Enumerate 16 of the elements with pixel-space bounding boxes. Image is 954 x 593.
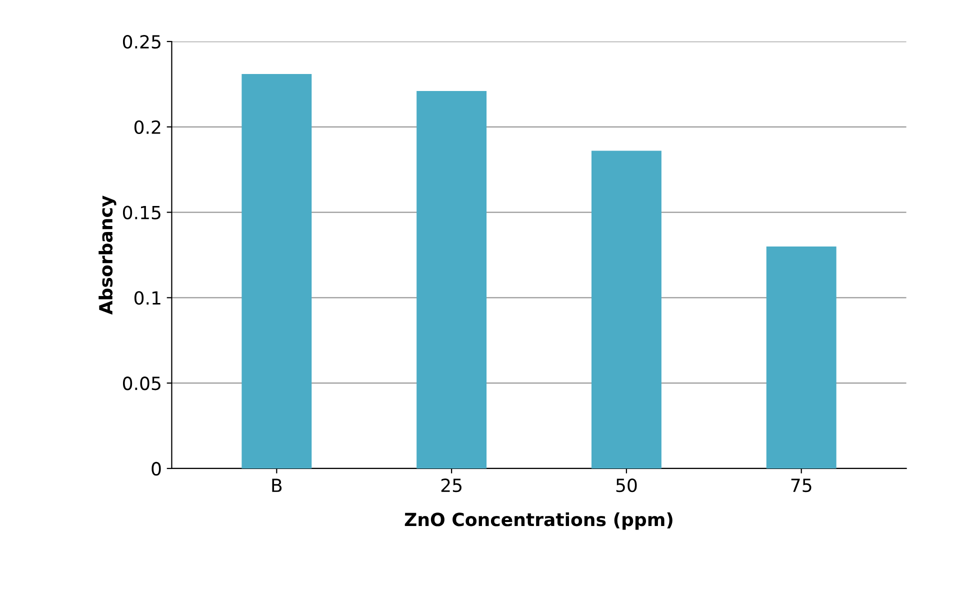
bar <box>416 91 487 468</box>
bar <box>591 150 662 468</box>
bar <box>766 246 836 468</box>
x-tick-label: 25 <box>441 478 462 492</box>
bar <box>242 74 312 468</box>
y-tick-label: 0.2 <box>134 120 160 134</box>
x-tick-label: 50 <box>616 478 637 492</box>
y-tick-label: 0 <box>152 462 161 476</box>
y-tick-label: 0.05 <box>122 376 160 390</box>
x-tick-label: B <box>272 478 282 492</box>
y-tick-label: 0.25 <box>122 34 160 49</box>
x-axis-title: ZnO Concentrations (ppm) <box>404 512 672 530</box>
x-tick-label: 75 <box>791 478 812 492</box>
y-tick-label: 0.15 <box>122 206 160 220</box>
y-tick-label: 0.1 <box>134 291 160 305</box>
y-axis-title: Absorbancy <box>98 196 116 315</box>
